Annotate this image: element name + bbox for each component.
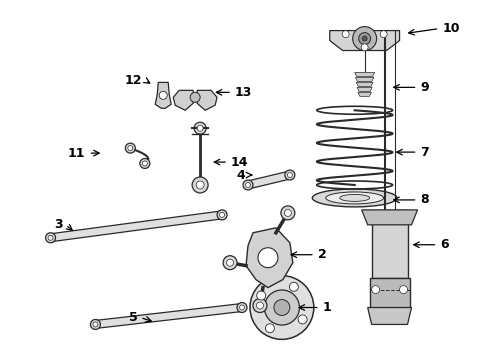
Circle shape xyxy=(399,285,408,293)
Text: 14: 14 xyxy=(231,156,248,168)
Polygon shape xyxy=(362,210,417,225)
Circle shape xyxy=(192,177,208,193)
Circle shape xyxy=(274,300,290,315)
Text: 13: 13 xyxy=(235,86,252,99)
Circle shape xyxy=(223,256,237,270)
Circle shape xyxy=(237,302,247,312)
Circle shape xyxy=(342,31,349,38)
Text: 12: 12 xyxy=(125,74,142,87)
Polygon shape xyxy=(369,278,410,307)
Polygon shape xyxy=(357,87,372,91)
Circle shape xyxy=(128,146,133,150)
Polygon shape xyxy=(173,90,193,110)
Circle shape xyxy=(226,259,234,266)
Polygon shape xyxy=(197,90,217,110)
Ellipse shape xyxy=(340,194,369,201)
Polygon shape xyxy=(246,228,293,288)
Circle shape xyxy=(93,322,98,327)
Circle shape xyxy=(362,36,367,41)
Circle shape xyxy=(287,172,293,177)
Text: 4: 4 xyxy=(236,168,245,181)
Polygon shape xyxy=(368,307,412,324)
Polygon shape xyxy=(50,211,222,242)
Text: 9: 9 xyxy=(420,81,429,94)
Circle shape xyxy=(257,291,266,300)
Polygon shape xyxy=(355,77,374,81)
Text: 7: 7 xyxy=(420,145,429,159)
Circle shape xyxy=(240,305,245,310)
Text: 10: 10 xyxy=(442,22,460,35)
Text: 2: 2 xyxy=(318,248,326,261)
Circle shape xyxy=(281,206,295,220)
Text: 5: 5 xyxy=(128,311,137,324)
Text: 8: 8 xyxy=(420,193,429,206)
Circle shape xyxy=(48,235,53,240)
Circle shape xyxy=(194,122,206,134)
Text: 3: 3 xyxy=(54,218,63,231)
Circle shape xyxy=(285,170,295,180)
Circle shape xyxy=(197,125,203,131)
Text: 11: 11 xyxy=(68,147,85,159)
Circle shape xyxy=(125,143,135,153)
Text: 1: 1 xyxy=(323,301,332,314)
Circle shape xyxy=(256,302,264,309)
Circle shape xyxy=(190,92,200,102)
Polygon shape xyxy=(371,210,408,278)
Circle shape xyxy=(298,315,307,324)
Polygon shape xyxy=(247,171,291,189)
Circle shape xyxy=(258,248,278,268)
Circle shape xyxy=(140,158,150,168)
Circle shape xyxy=(264,290,299,325)
Polygon shape xyxy=(155,82,171,108)
Polygon shape xyxy=(358,92,371,96)
Circle shape xyxy=(91,319,100,329)
Polygon shape xyxy=(95,303,243,328)
Circle shape xyxy=(290,282,298,291)
Circle shape xyxy=(196,181,204,189)
Circle shape xyxy=(159,91,167,99)
Polygon shape xyxy=(330,31,399,50)
Circle shape xyxy=(217,210,227,220)
Circle shape xyxy=(46,233,55,243)
Circle shape xyxy=(361,44,368,51)
Polygon shape xyxy=(355,72,375,76)
Ellipse shape xyxy=(312,189,397,207)
Circle shape xyxy=(284,210,292,216)
Circle shape xyxy=(243,180,253,190)
Polygon shape xyxy=(356,82,373,86)
Circle shape xyxy=(250,276,314,339)
Circle shape xyxy=(245,183,250,188)
Circle shape xyxy=(266,324,274,333)
Ellipse shape xyxy=(326,192,384,204)
Circle shape xyxy=(143,161,147,166)
Circle shape xyxy=(253,298,267,312)
Circle shape xyxy=(359,32,370,45)
Circle shape xyxy=(380,31,387,38)
Circle shape xyxy=(220,212,224,217)
Circle shape xyxy=(371,285,380,293)
Text: 6: 6 xyxy=(441,238,449,251)
Circle shape xyxy=(353,27,377,50)
